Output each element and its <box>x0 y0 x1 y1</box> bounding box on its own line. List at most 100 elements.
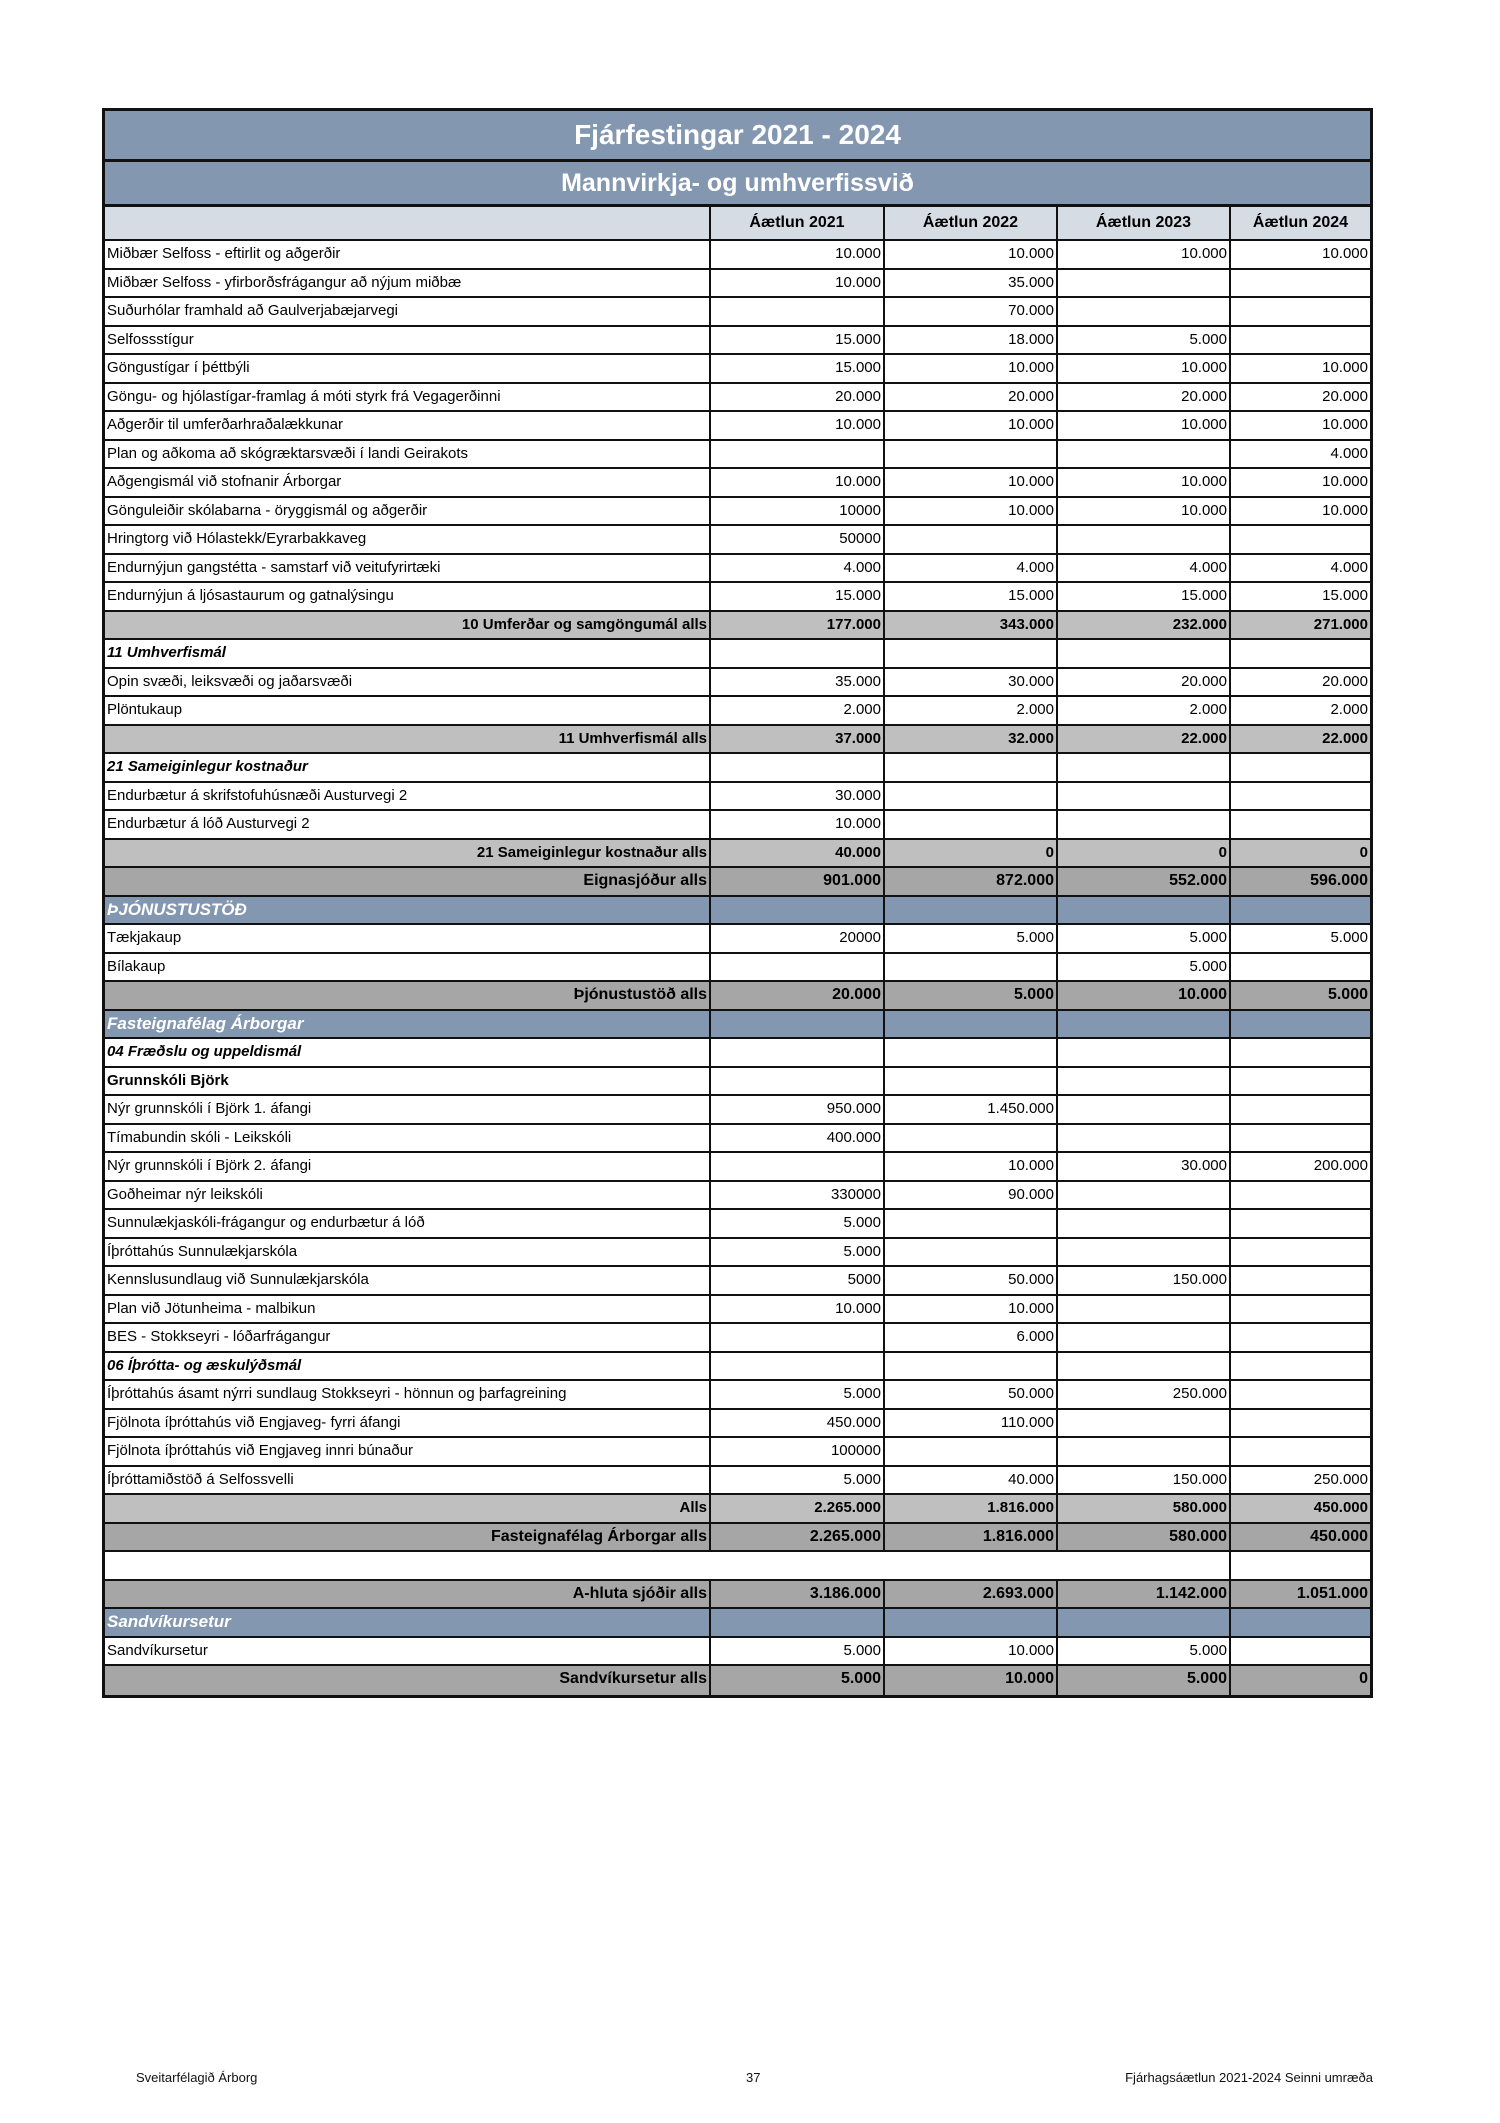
cell-2021 <box>711 896 885 923</box>
cell-2023: 5.000 <box>1058 925 1231 952</box>
cell-2021: 450.000 <box>711 1409 885 1436</box>
cell-2024 <box>1231 1410 1370 1437</box>
cell-2024 <box>1231 298 1370 325</box>
cell-2024 <box>1231 1438 1370 1465</box>
cell-2022 <box>885 782 1058 809</box>
cell-2024 <box>1231 1609 1370 1636</box>
cell-2024: 10.000 <box>1322 245 1368 262</box>
table-row: Íþróttamiðstöð á Selfossvelli 5.000 40.000… <box>105 1466 1370 1495</box>
cell-2024 <box>1231 954 1370 981</box>
row-label: Göngustígar í þéttbýli <box>105 355 711 382</box>
row-label: Göngu- og hjólastígar-framlag á móti sty… <box>105 383 711 410</box>
row-label: Grunnskóli Björk <box>105 1067 711 1094</box>
cell-2023: 20.000 <box>1058 668 1231 695</box>
row-label: Fasteignafélag Árborgar alls <box>105 1523 711 1550</box>
row-label: Selfossstígur <box>105 326 711 353</box>
cell-2024: 5.000 <box>1330 929 1368 946</box>
row-label: BES - Stokkseyri - lóðarfrágangur <box>105 1324 711 1351</box>
cell-2021: 5.000 <box>711 1466 885 1493</box>
cell-2023: 150.000 <box>1058 1466 1231 1493</box>
table-row: Miðbær Selfoss - eftirlit og aðgerðir 10.… <box>105 241 1370 270</box>
cell-2022 <box>885 440 1058 467</box>
cell-2023: 10.000 <box>1058 469 1231 496</box>
cell-2024: 10.000 <box>1322 501 1368 519</box>
cell-2021 <box>711 1352 885 1379</box>
cell-2022: 4.000 <box>885 554 1058 581</box>
cell-2021: 40.000 <box>711 839 885 866</box>
cell-2022: 10.000 <box>885 1153 1058 1180</box>
cell-2024 <box>1231 1381 1370 1408</box>
row-label: Íþróttamiðstöð á Selfossvelli <box>105 1466 711 1493</box>
cell-2024: 10.000 <box>1322 473 1368 490</box>
cell-2024 <box>1231 1296 1370 1323</box>
total-row: 21 Sameiginlegur kostnaður alls 40.000 0 0 0 <box>105 839 1370 868</box>
cell-2021: 5.000 <box>711 1381 885 1408</box>
cell-2024 <box>1231 754 1370 781</box>
cell-2024: 22.000 <box>1322 729 1368 747</box>
cell-2021: 5.000 <box>711 1238 885 1265</box>
cell-2021 <box>711 1067 885 1094</box>
row-label: 10 Umferðar og samgöngumál alls <box>105 611 711 638</box>
footer-document-title: Fjárhagsáætlun 2021-2024 Seinni umræða <box>1125 2070 1373 2085</box>
table-body: Miðbær Selfoss - eftirlit og aðgerðir 10.… <box>105 241 1370 1695</box>
cell-2022: 20.000 <box>885 383 1058 410</box>
cell-2023 <box>1058 1238 1231 1265</box>
row-label: Aðgengismál við stofnanir Árborgar <box>105 469 711 496</box>
cell-2023: 580.000 <box>1058 1495 1231 1522</box>
cell-2023: 2.000 <box>1058 697 1231 724</box>
table-row: Kennslusundlaug við Sunnulækjarskóla 5000… <box>105 1267 1370 1296</box>
cell-2022: 0 <box>885 839 1058 866</box>
cell-2024: 15.000 <box>1322 587 1368 604</box>
cell-2022 <box>885 1352 1058 1379</box>
cell-2022: 10.000 <box>885 241 1058 268</box>
cell-2021: 5000 <box>711 1267 885 1294</box>
cell-2021: 10.000 <box>711 811 885 838</box>
sub-row: 21 Sameiginlegur kostnaður <box>105 754 1370 783</box>
table-row: Selfossstígur 15.000 18.000 5.000 <box>105 326 1370 355</box>
cell-2023 <box>1058 896 1231 923</box>
cell-2022: 10.000 <box>885 1295 1058 1322</box>
cell-2023 <box>1058 1096 1231 1123</box>
cell-2024 <box>1231 1324 1370 1351</box>
table-row: Göngu- og hjólastígar-framlag á móti sty… <box>105 383 1370 412</box>
table-row: Nýr grunnskóli í Björk 1. áfangi 950.000 1… <box>105 1096 1370 1125</box>
cell-2022: 872.000 <box>885 868 1058 895</box>
cell-2024: 20.000 <box>1322 672 1368 690</box>
cell-2022: 6.000 <box>885 1324 1058 1351</box>
cell-2022 <box>885 1238 1058 1265</box>
cell-2021: 35.000 <box>711 668 885 695</box>
cell-2023: 10.000 <box>1058 412 1231 439</box>
column-header-label <box>105 207 711 239</box>
cell-2021: 20.000 <box>711 982 885 1009</box>
grand-row: Sandvíkursetur alls 5.000 10.000 5.000 0 <box>105 1666 1370 1695</box>
cell-2021 <box>711 1010 885 1037</box>
cell-2023: 5.000 <box>1058 953 1231 980</box>
cell-2023 <box>1058 1210 1231 1237</box>
row-label: 21 Sameiginlegur kostnaður <box>105 754 711 781</box>
boldlbl-row: Grunnskóli Björk <box>105 1067 1370 1096</box>
row-label: Tímabundin skóli - Leikskóli <box>105 1124 711 1151</box>
column-header-2023: Áætlun 2023 <box>1058 207 1231 239</box>
cell-2024 <box>1231 640 1370 667</box>
table-row: Hringtorg við Hólastekk/Eyrarbakkaveg 500… <box>105 526 1370 555</box>
cell-2021: 15.000 <box>711 583 885 610</box>
cell-2022: 15.000 <box>885 583 1058 610</box>
row-label: Endurbætur á lóð Austurvegi 2 <box>105 811 711 838</box>
cell-2022 <box>885 1124 1058 1151</box>
row-label: Opin svæði, leiksvæði og jaðarsvæði <box>105 668 711 695</box>
cell-2023 <box>1058 1552 1231 1579</box>
cell-2023 <box>1058 1181 1231 1208</box>
cell-2022 <box>885 1039 1058 1066</box>
cell-2023: 5.000 <box>1058 1637 1231 1664</box>
cell-2022: 2.000 <box>885 697 1058 724</box>
cell-2023 <box>1058 1010 1231 1037</box>
cell-2022: 50.000 <box>885 1267 1058 1294</box>
table-row: Endurnýjun á ljósastaurum og gatnalýsing… <box>105 583 1370 612</box>
row-label: Nýr grunnskóli í Björk 1. áfangi <box>105 1096 711 1123</box>
table-row: Plan og aðkoma að skógræktarsvæði í land… <box>105 440 1370 469</box>
cell-2021: 330000 <box>711 1181 885 1208</box>
cell-2021: 10.000 <box>711 469 885 496</box>
cell-2021: 100000 <box>711 1438 885 1465</box>
row-label: Íþróttahús Sunnulækjarskóla <box>105 1238 711 1265</box>
cell-2022: 5.000 <box>885 925 1058 952</box>
